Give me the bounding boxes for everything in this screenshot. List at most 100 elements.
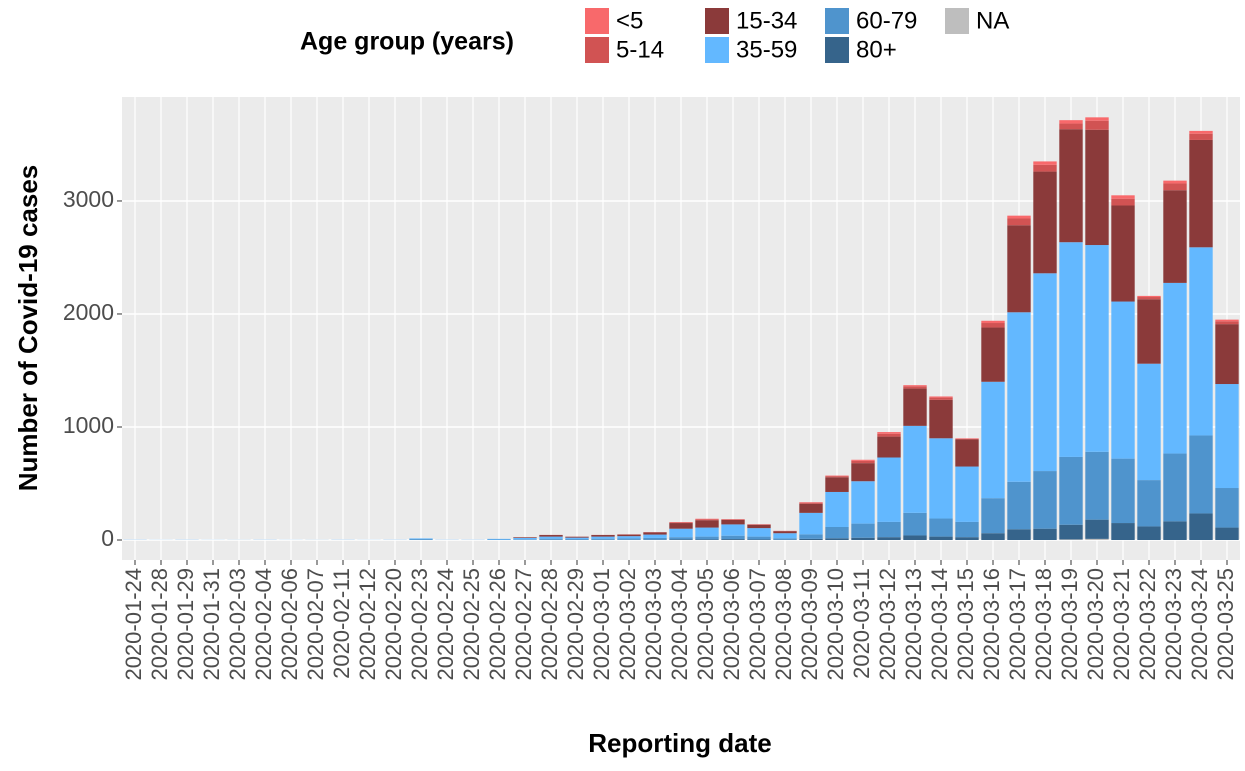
- bar-segment: [851, 461, 874, 463]
- x-tick-label: 2020-03-20: [1083, 568, 1108, 681]
- x-tick-label: 2020-03-09: [797, 568, 822, 681]
- bar-segment: [1163, 181, 1186, 184]
- bar-segment: [1189, 134, 1212, 140]
- bar-segment: [695, 528, 718, 537]
- bar-segment: [903, 386, 926, 388]
- bar-segment: [695, 519, 718, 520]
- legend-label: <5: [616, 7, 643, 34]
- bar-segment: [1085, 121, 1108, 130]
- bar-segment: [669, 529, 692, 537]
- bar-segment: [1111, 523, 1134, 540]
- bar-segment: [409, 539, 432, 540]
- legend-label: 60-79: [856, 7, 917, 34]
- bar-segment: [1085, 452, 1108, 520]
- bar-segment: [929, 400, 952, 438]
- bar-segment: [1085, 539, 1108, 540]
- bar-segment: [1215, 324, 1238, 384]
- legend-key: [705, 37, 729, 63]
- x-tick-label: 2020-01-29: [173, 568, 198, 681]
- bar-segment: [773, 531, 796, 533]
- bar-segment: [1215, 320, 1238, 322]
- bar-segment: [565, 538, 588, 539]
- bar-segment: [955, 522, 978, 537]
- x-tick-label: 2020-02-29: [563, 568, 588, 681]
- legend-label: 35-59: [736, 36, 797, 63]
- bar-segment: [1215, 488, 1238, 528]
- bar-segment: [773, 538, 796, 539]
- bar-segment: [851, 463, 874, 481]
- bar-segment: [617, 535, 640, 537]
- bar-segment: [1059, 120, 1082, 123]
- bar-segment: [825, 492, 848, 527]
- bar-segment: [1111, 195, 1134, 198]
- x-tick-label: 2020-03-01: [589, 568, 614, 681]
- bar-segment: [747, 539, 770, 540]
- x-tick-label: 2020-03-23: [1161, 568, 1186, 681]
- x-tick-label: 2020-03-02: [615, 568, 640, 681]
- bar-segment: [669, 537, 692, 539]
- bar-segment: [1059, 242, 1082, 457]
- bar-segment: [409, 538, 432, 539]
- bar-segment: [1059, 525, 1082, 540]
- bar-segment: [513, 537, 536, 538]
- bar-segment: [721, 519, 744, 520]
- legend-label: NA: [976, 7, 1009, 34]
- bar-segment: [1033, 172, 1056, 274]
- x-axis-title: Reporting date: [588, 728, 771, 758]
- bar-segment: [1085, 520, 1108, 539]
- bar-segment: [929, 398, 952, 400]
- bar-segment: [1163, 454, 1186, 522]
- x-tick-label: 2020-02-25: [459, 568, 484, 681]
- legend-key: [705, 8, 729, 34]
- x-tick-label: 2020-03-14: [927, 568, 952, 681]
- bar-segment: [955, 537, 978, 540]
- legend-key: [585, 37, 609, 63]
- bar-segment: [851, 524, 874, 538]
- x-tick-label: 2020-01-24: [121, 568, 146, 681]
- bar-segment: [903, 385, 926, 386]
- bar-segment: [669, 523, 692, 529]
- bar-segment: [591, 535, 614, 537]
- x-tick-label: 2020-03-18: [1031, 568, 1056, 681]
- bar-segment: [617, 538, 640, 539]
- x-tick-label: 2020-03-25: [1213, 568, 1238, 681]
- bar-segment: [903, 513, 926, 536]
- bar-segment: [1007, 218, 1030, 225]
- x-tick-label: 2020-02-12: [355, 568, 380, 681]
- bar-segment: [721, 520, 744, 525]
- bar-segment: [1163, 283, 1186, 454]
- bar-segment: [591, 537, 614, 539]
- bar-segment: [695, 520, 718, 527]
- bar-segment: [1163, 183, 1186, 190]
- bar-segment: [1007, 529, 1030, 540]
- bar-segment: [877, 432, 900, 434]
- bar-segment: [851, 538, 874, 540]
- bar-segment: [643, 532, 666, 534]
- bar-segment: [955, 439, 978, 440]
- bar-segment: [565, 539, 588, 540]
- x-tick-label: 2020-01-31: [199, 568, 224, 681]
- bar-segment: [825, 476, 848, 477]
- bar-segment: [1033, 529, 1056, 540]
- bar-segment: [1137, 296, 1160, 297]
- bar-segment: [773, 533, 796, 538]
- bar-segment: [1033, 273, 1056, 471]
- bar-segment: [539, 535, 562, 537]
- bar-segment: [903, 426, 926, 513]
- bar-segment: [799, 534, 822, 539]
- x-tick-label: 2020-03-03: [641, 568, 666, 681]
- bar-segment: [981, 498, 1004, 533]
- bar-segment: [1137, 480, 1160, 526]
- x-tick-label: 2020-03-04: [667, 568, 692, 681]
- bar-segment: [799, 539, 822, 540]
- bar-segment: [1189, 140, 1212, 247]
- bar-segment: [1059, 539, 1082, 540]
- x-tick-label: 2020-03-22: [1135, 568, 1160, 681]
- legend-key: [945, 8, 969, 34]
- bar-segment: [955, 438, 978, 439]
- bar-segment: [877, 458, 900, 522]
- y-tick-label: 2000: [63, 299, 114, 325]
- x-tick-label: 2020-03-11: [849, 568, 874, 679]
- y-axis-title: Number of Covid-19 cases: [13, 165, 43, 492]
- x-tick-label: 2020-03-07: [745, 568, 770, 681]
